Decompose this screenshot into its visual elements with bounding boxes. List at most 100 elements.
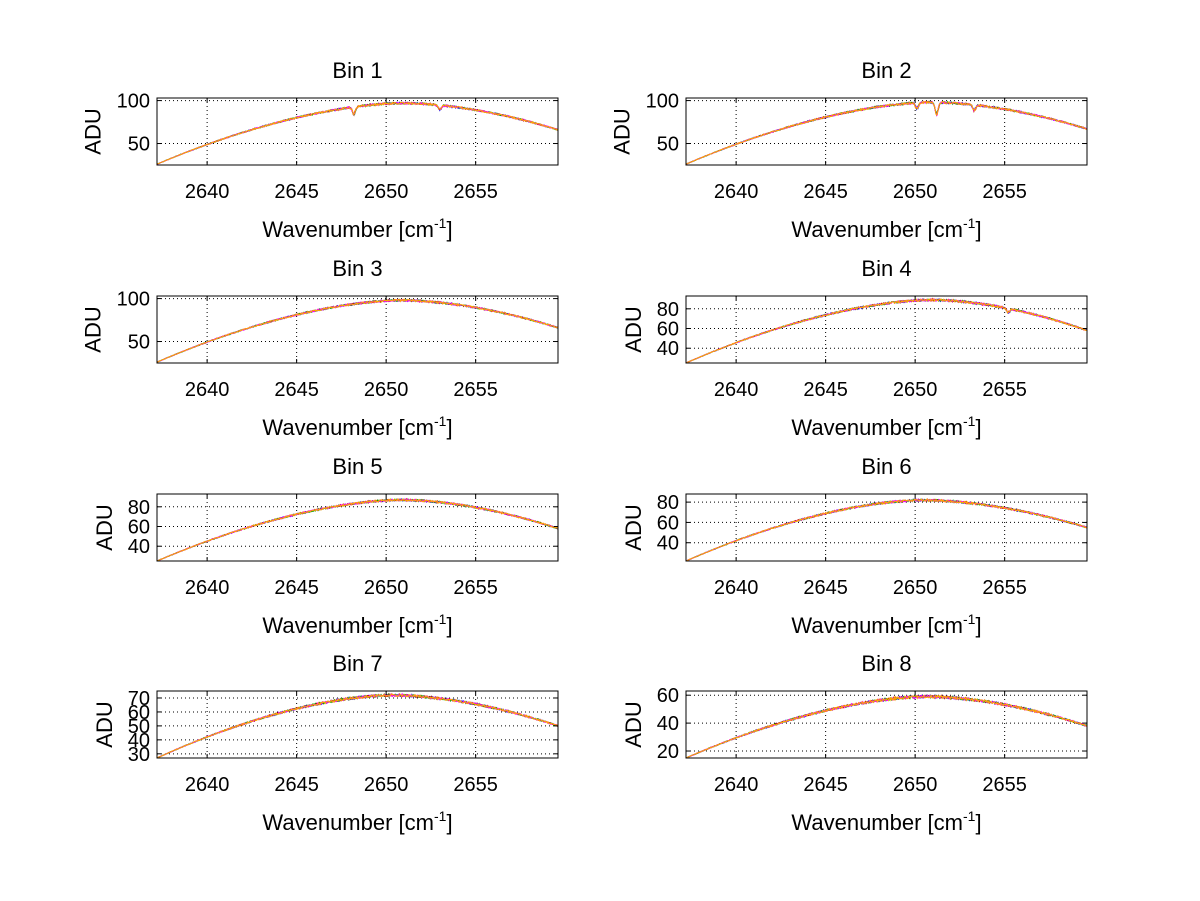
x-axis-label-exponent: -1 (434, 808, 447, 824)
series-line (156, 298, 559, 363)
x-axis-label-tail: ] (446, 613, 452, 638)
x-axis-label-tail: ] (446, 810, 452, 835)
y-tick-label: 60 (657, 685, 679, 707)
x-axis-label: Wavenumber [cm-1] (262, 215, 452, 242)
series-line (685, 693, 1088, 759)
x-tick-label: 2650 (893, 181, 938, 203)
y-axis-label: ADU (621, 306, 646, 352)
y-tick-label: 100 (117, 91, 150, 113)
y-tick-label: 60 (128, 702, 150, 724)
x-tick-label: 2640 (714, 774, 759, 796)
series-line (685, 100, 1088, 165)
x-tick-label: 2640 (714, 379, 759, 401)
y-tick-label: 20 (657, 741, 679, 763)
x-tick-label: 2645 (274, 181, 319, 203)
axes-box (685, 97, 1088, 166)
y-axis-label: ADU (621, 504, 646, 550)
series-line (685, 498, 1088, 562)
y-tick-label: 70 (128, 688, 150, 710)
axes-box (156, 493, 559, 562)
x-axis-label-tail: ] (975, 810, 981, 835)
y-axis-label: ADU (610, 108, 635, 154)
x-tick-label: 2650 (893, 379, 938, 401)
series-line (685, 498, 1088, 562)
y-axis-label: ADU (92, 701, 117, 747)
series-line (685, 100, 1088, 165)
subplot-title: Bin 7 (332, 651, 382, 676)
x-tick-label: 2655 (982, 577, 1027, 599)
x-tick-label: 2650 (364, 181, 409, 203)
series-line (685, 694, 1088, 759)
series-line (685, 498, 1088, 562)
x-tick-label: 2650 (893, 774, 938, 796)
y-tick-label: 50 (128, 332, 150, 354)
subplot-title: Bin 6 (861, 454, 911, 479)
series-line (685, 100, 1088, 165)
series-line (685, 297, 1088, 364)
y-axis-label: ADU (81, 108, 106, 154)
subplot-3: Bin 3 2640 2645 2650 2655 50 100 ADU Wavenumber … (81, 256, 559, 440)
x-axis-label-main: Wavenumber [cm (791, 415, 963, 440)
x-axis-label-exponent: -1 (963, 808, 976, 824)
x-axis-label-exponent: -1 (963, 611, 976, 627)
axes-box (156, 690, 559, 759)
y-tick-label: 50 (128, 134, 150, 156)
x-tick-label: 2640 (714, 577, 759, 599)
y-tick-label: 30 (128, 744, 150, 766)
x-axis-label: Wavenumber [cm-1] (791, 215, 981, 242)
y-tick-label: 50 (657, 134, 679, 156)
series-line (685, 498, 1088, 562)
series-line (156, 498, 559, 562)
y-tick-label: 40 (128, 730, 150, 752)
x-axis-label: Wavenumber [cm-1] (791, 808, 981, 835)
x-tick-label: 2655 (453, 379, 498, 401)
y-tick-label: 60 (657, 319, 679, 341)
series-line (156, 101, 559, 165)
y-tick-label: 50 (128, 716, 150, 738)
series-line (156, 101, 558, 165)
x-tick-label: 2645 (803, 379, 848, 401)
series-line (156, 497, 559, 562)
subplot-8: Bin 8 2640 2645 2650 2655 20 40 60 ADU Wavenumber… (621, 651, 1088, 835)
series-line (156, 693, 559, 759)
x-axis-label-main: Wavenumber [cm (262, 217, 434, 242)
subplot-title: Bin 5 (332, 454, 382, 479)
y-axis-label: ADU (81, 306, 106, 352)
axes-box (685, 690, 1088, 759)
y-tick-label: 60 (128, 517, 150, 539)
y-tick-label: 80 (657, 492, 679, 514)
x-tick-label: 2640 (185, 774, 230, 796)
y-tick-label: 80 (657, 299, 679, 321)
x-axis-label-main: Wavenumber [cm (791, 810, 963, 835)
axes-box (685, 493, 1088, 562)
y-tick-label: 100 (646, 91, 679, 113)
series-line (156, 298, 559, 363)
y-tick-label: 60 (657, 512, 679, 534)
series-line (156, 298, 559, 363)
x-tick-label: 2650 (893, 577, 938, 599)
x-axis-label-tail: ] (975, 613, 981, 638)
x-axis-label-tail: ] (975, 415, 981, 440)
x-axis-label-main: Wavenumber [cm (791, 217, 963, 242)
x-tick-label: 2655 (453, 774, 498, 796)
subplot-title: Bin 1 (332, 58, 382, 83)
subplot-title: Bin 2 (861, 58, 911, 83)
series-line (156, 298, 559, 363)
x-axis-label-exponent: -1 (963, 413, 976, 429)
x-axis-label-main: Wavenumber [cm (262, 810, 434, 835)
x-tick-label: 2650 (364, 774, 409, 796)
x-axis-label: Wavenumber [cm-1] (791, 611, 981, 638)
x-axis-label-main: Wavenumber [cm (791, 613, 963, 638)
x-tick-label: 2655 (982, 181, 1027, 203)
x-axis-label-tail: ] (446, 217, 452, 242)
x-tick-label: 2655 (453, 577, 498, 599)
series-line (156, 101, 559, 165)
x-axis-label-tail: ] (975, 217, 981, 242)
series-line (685, 100, 1088, 165)
series-line (156, 498, 558, 562)
